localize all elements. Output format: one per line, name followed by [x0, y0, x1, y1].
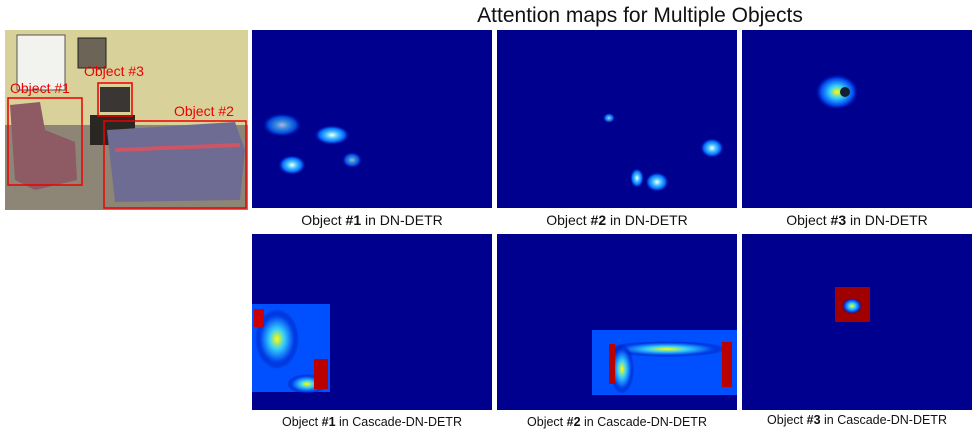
caption: Object #1 in Cascade-DN-DETR — [252, 415, 492, 429]
caption-part: in Cascade-DN-DETR — [584, 415, 707, 429]
figure-title: Attention maps for Multiple Objects — [400, 4, 880, 28]
caption: Object #1 in DN-DETR — [252, 212, 492, 228]
caption-part: Object — [301, 212, 341, 228]
caption-part: in DN-DETR — [365, 212, 443, 228]
caption: Object #3 in Cascade-DN-DETR — [742, 413, 972, 427]
attention-map — [497, 30, 737, 208]
caption-part: Object — [282, 415, 318, 429]
caption: Object #3 in DN-DETR — [742, 212, 972, 228]
caption-part: #2 — [567, 415, 581, 429]
caption-part: Object — [546, 212, 586, 228]
caption: Object #2 in DN-DETR — [497, 212, 737, 228]
caption-part: #1 — [346, 212, 362, 228]
input-photo: Object #1 Object #2 Object #3 — [5, 30, 248, 210]
object-label: Object #1 — [10, 80, 70, 96]
object-label: Object #2 — [174, 103, 234, 119]
caption-part: #2 — [591, 212, 607, 228]
caption-part: in DN-DETR — [850, 212, 928, 228]
caption-part: #3 — [831, 212, 847, 228]
caption-part: in Cascade-DN-DETR — [339, 415, 462, 429]
caption-part: Object — [767, 413, 803, 427]
attention-map — [252, 30, 492, 208]
caption: Object #2 in Cascade-DN-DETR — [497, 415, 737, 429]
attention-map — [252, 234, 492, 410]
caption-part: #3 — [807, 413, 821, 427]
attention-map — [497, 234, 737, 410]
caption-part: Object — [527, 415, 563, 429]
page: Attention maps for Multiple Objects Obje… — [0, 0, 976, 433]
caption-part: Object — [786, 212, 826, 228]
object-label: Object #3 — [84, 63, 144, 79]
caption-part: #1 — [322, 415, 336, 429]
caption-part: in DN-DETR — [610, 212, 688, 228]
caption-part: in Cascade-DN-DETR — [824, 413, 947, 427]
attention-map — [742, 30, 972, 208]
attention-map — [742, 234, 972, 410]
